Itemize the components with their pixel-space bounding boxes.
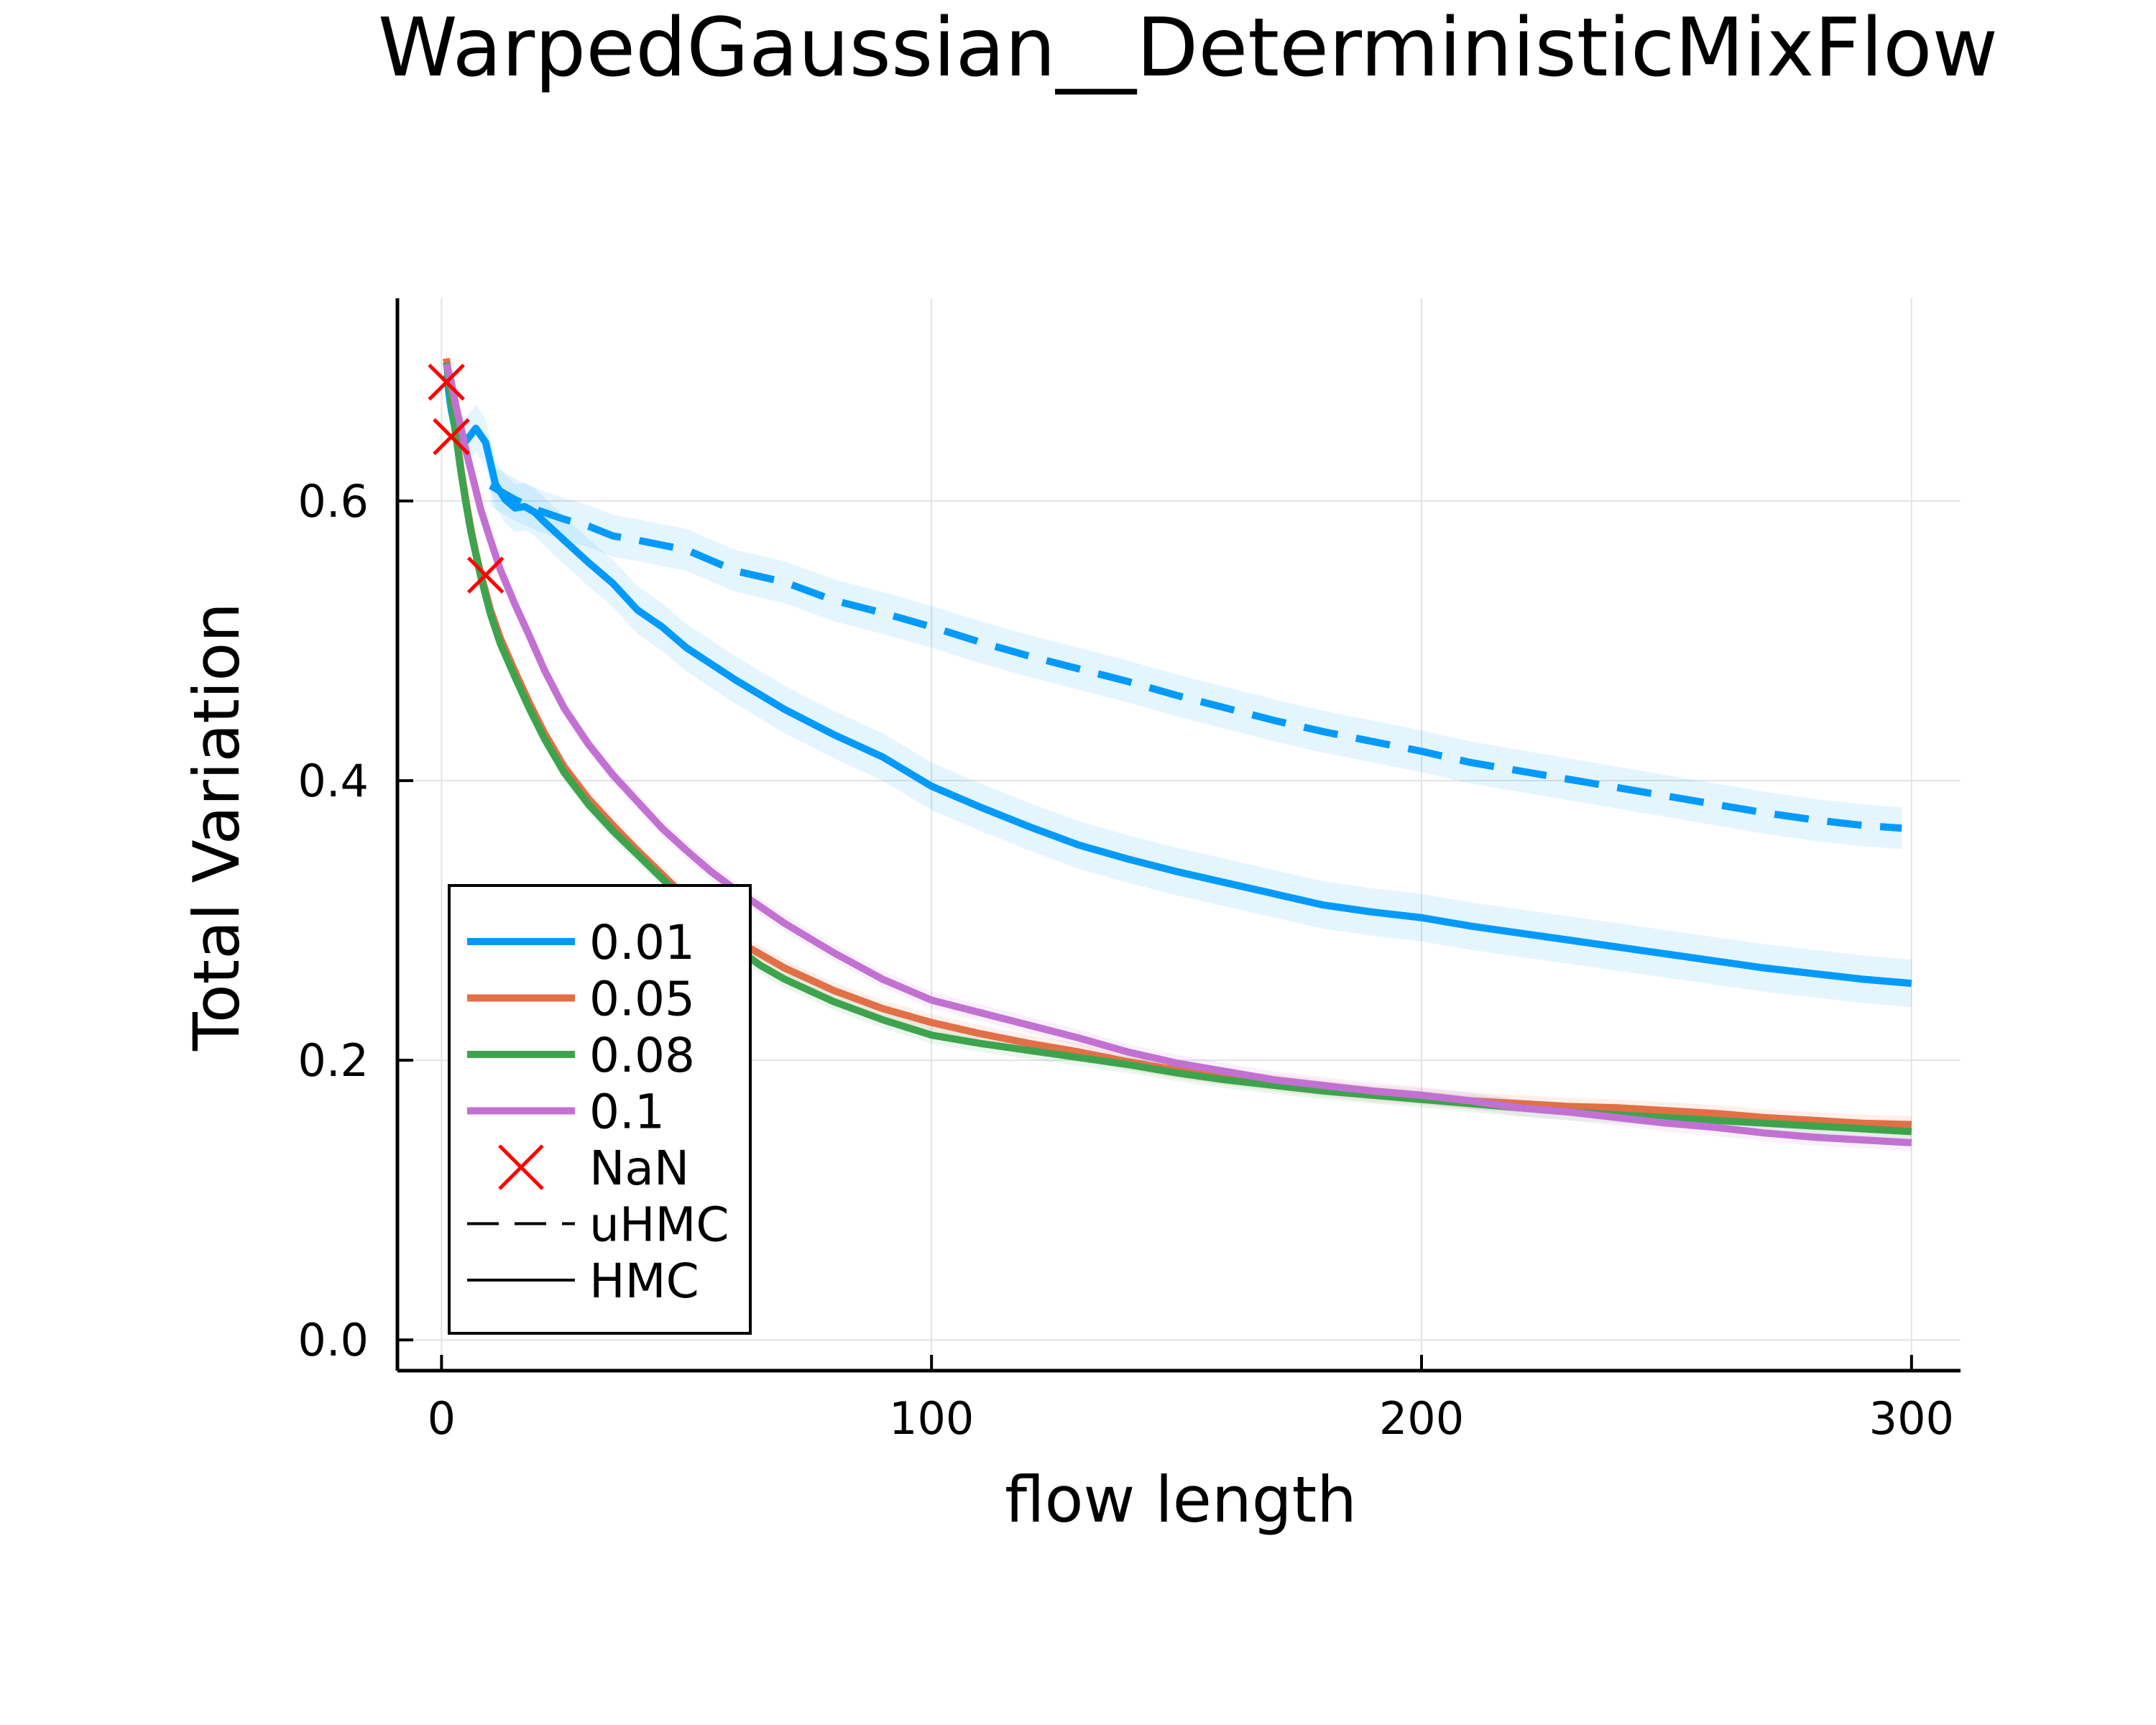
legend-label: HMC xyxy=(589,1254,699,1309)
nan-marker xyxy=(428,363,465,401)
chart-title: WarpedGaussian__DeterministicMixFlow xyxy=(378,1,1998,95)
nan-marker xyxy=(433,418,470,456)
series-line xyxy=(489,482,1902,832)
x-tick-label: 0 xyxy=(428,1392,456,1445)
x-tick-label: 300 xyxy=(1869,1392,1954,1445)
legend-label: 0.01 xyxy=(589,915,695,970)
x-tick-label: 200 xyxy=(1379,1392,1464,1445)
y-tick-label: 0.2 xyxy=(298,1034,369,1087)
legend-item: uHMC xyxy=(467,1197,729,1253)
y-tick-label: 0.4 xyxy=(298,755,369,807)
legend-item: NaN xyxy=(498,1141,689,1196)
series-lines xyxy=(443,358,1912,1146)
legend-label: NaN xyxy=(589,1141,689,1196)
x-axis-label: flow length xyxy=(1005,1463,1357,1537)
legend-label: 0.05 xyxy=(589,972,695,1027)
axes xyxy=(395,298,1961,1373)
nan-marker-stroke xyxy=(466,556,505,594)
series-line xyxy=(443,374,1912,988)
nan-marker-stroke xyxy=(428,363,465,401)
nan-marker-stroke xyxy=(433,418,470,456)
series-line xyxy=(443,363,1912,1146)
legend-item: 0.05 xyxy=(467,972,695,1027)
x-tick-label: 100 xyxy=(889,1392,974,1445)
y-tick-label: 0.0 xyxy=(298,1314,369,1366)
legend-item: 0.08 xyxy=(467,1028,695,1083)
nan-marker xyxy=(466,556,505,594)
legend-item: HMC xyxy=(467,1254,699,1309)
tick-labels: 0 100 200 300 0.0 0.2 0.4 0.6 xyxy=(298,475,1954,1445)
y-axis-label: Total Variation xyxy=(180,602,254,1052)
legend-item: 0.1 xyxy=(467,1085,665,1140)
legend-label: uHMC xyxy=(589,1197,729,1253)
legend-label: 0.08 xyxy=(589,1028,695,1083)
y-tick-label: 0.6 xyxy=(298,475,369,528)
nan-markers xyxy=(428,363,505,594)
legend-label: 0.1 xyxy=(589,1085,665,1140)
confidence-band xyxy=(490,464,1902,850)
legend-item: 0.01 xyxy=(467,915,695,970)
legend-cross-icon xyxy=(498,1144,544,1190)
